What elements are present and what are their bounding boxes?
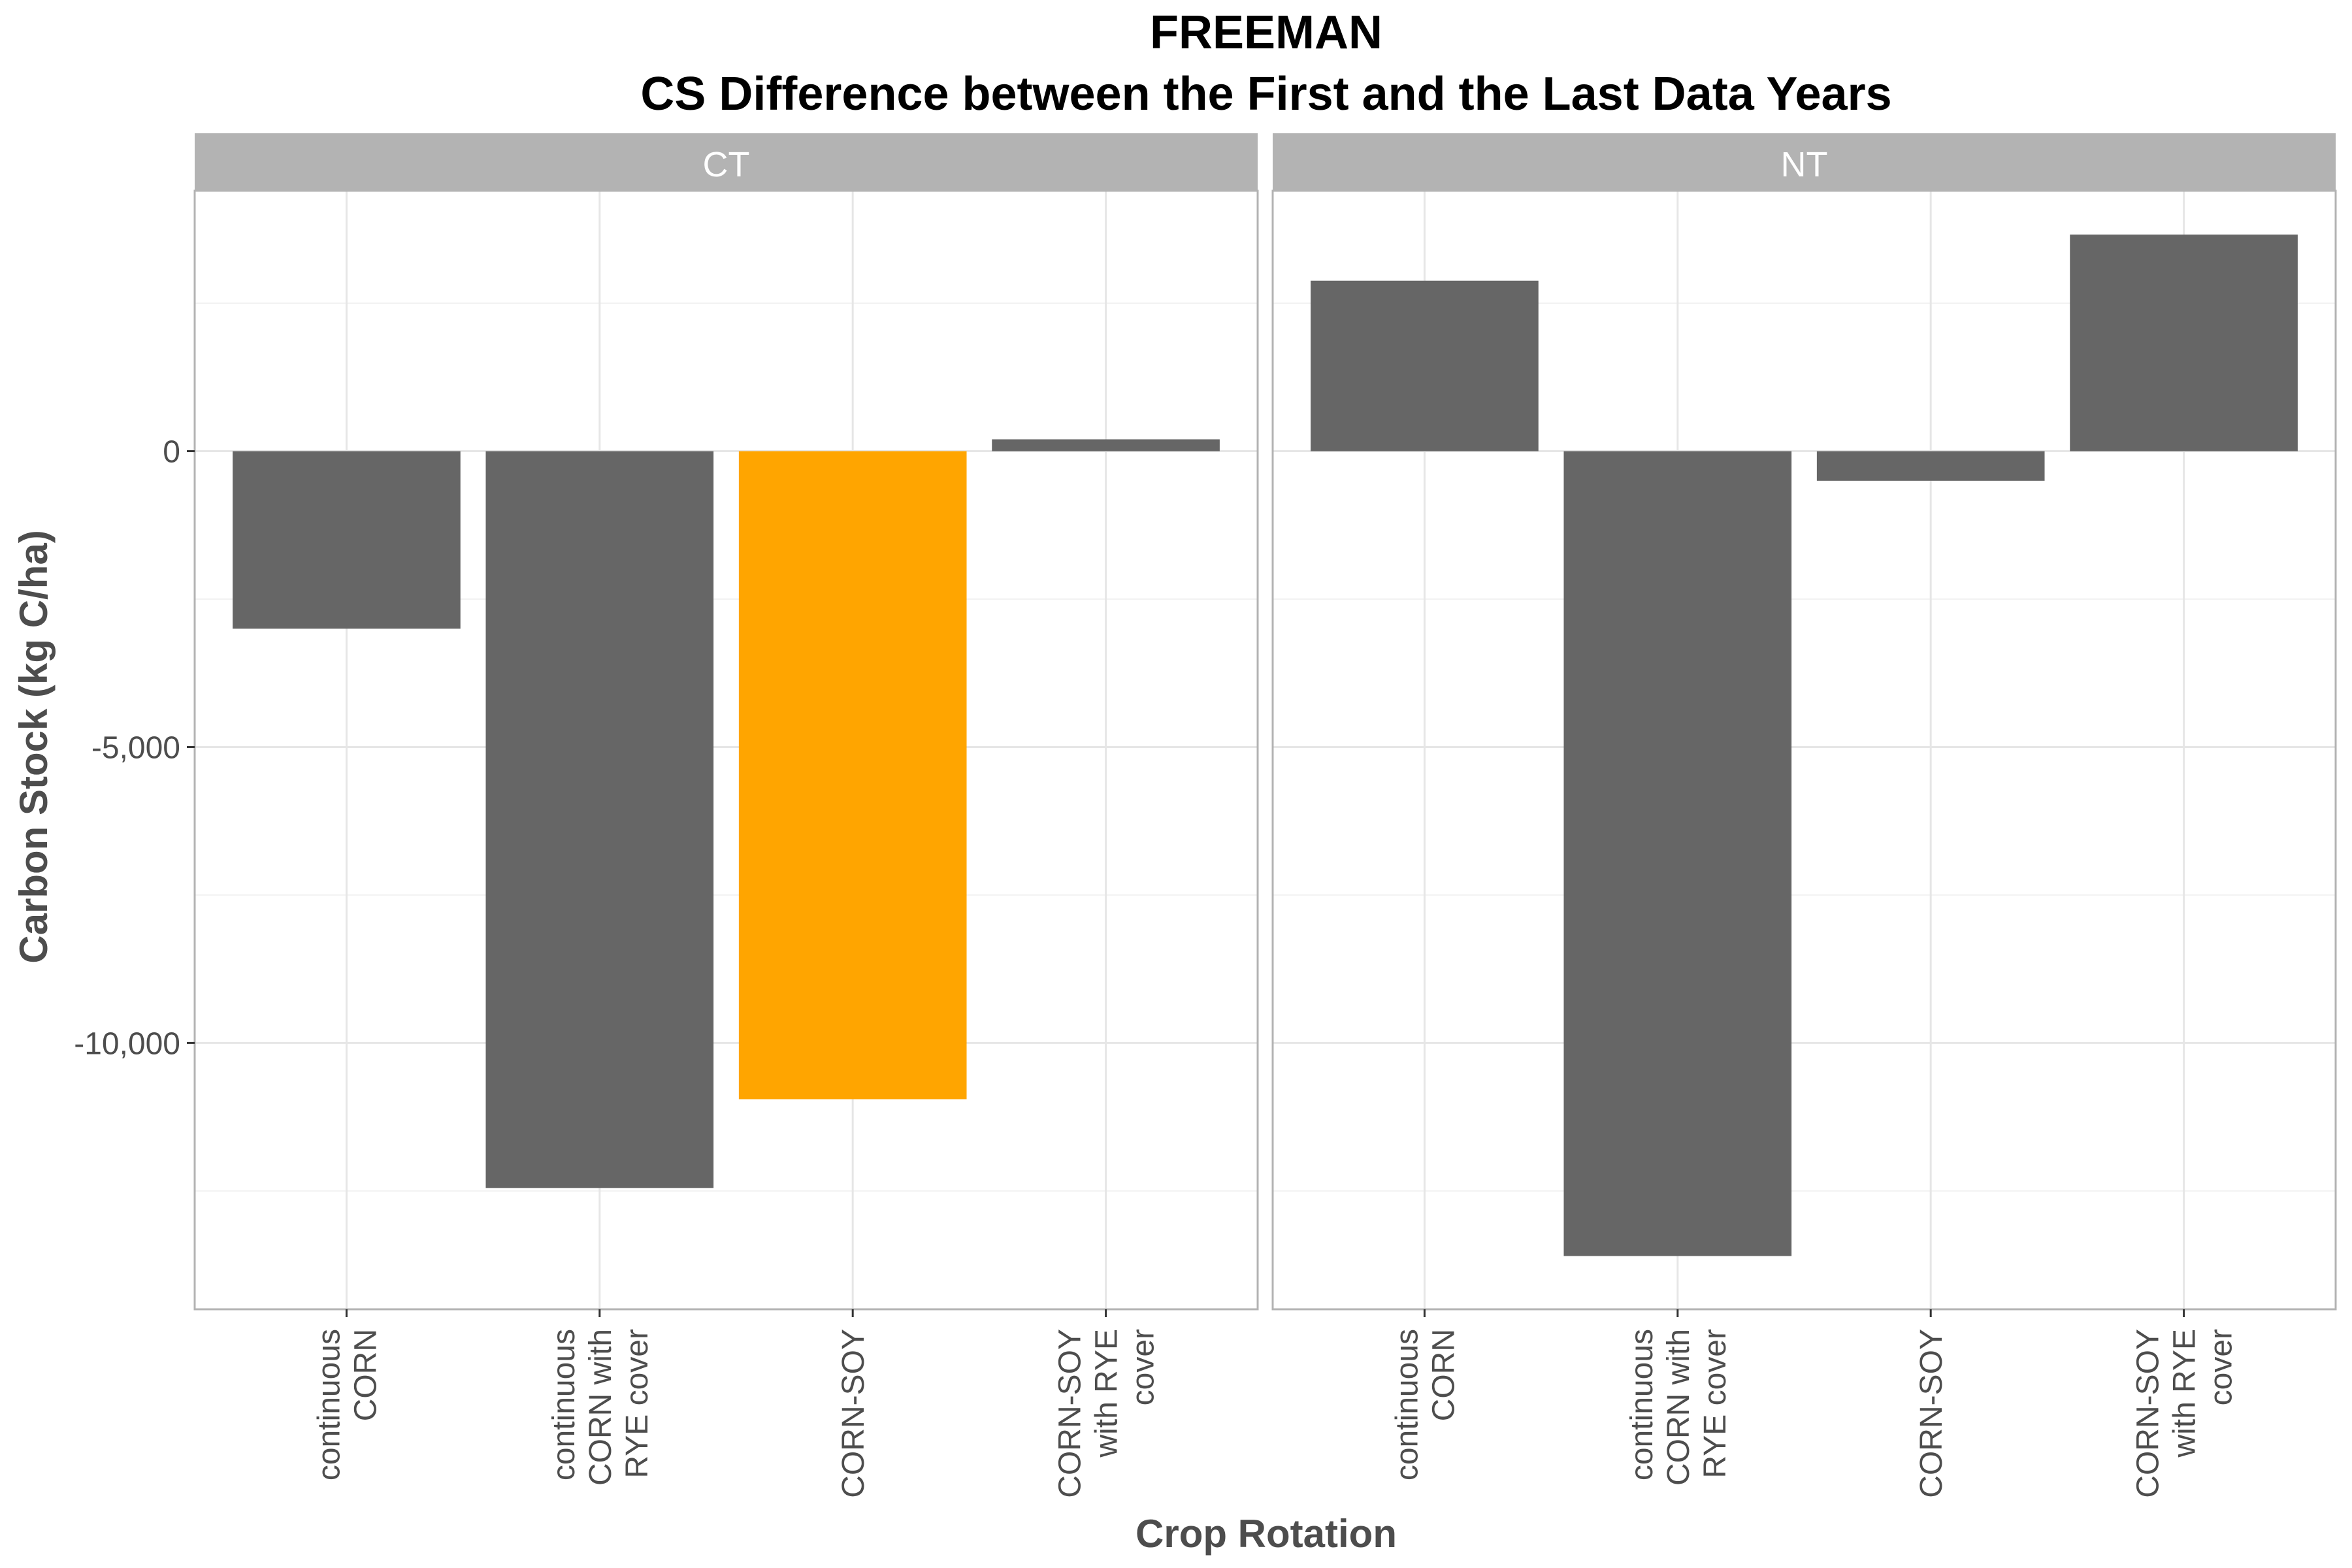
x-tick-label-line: CORN-SOY xyxy=(1053,1329,1088,1498)
x-tick-label-line: with RYE xyxy=(1090,1329,1124,1458)
x-tick-label: continuousCORN xyxy=(312,1329,383,1480)
panel-border xyxy=(1271,189,2337,1311)
bar xyxy=(1816,451,2045,481)
bar xyxy=(738,451,967,1100)
x-tick-label: continuousCORN xyxy=(1390,1329,1461,1480)
facet-strip-label: CT xyxy=(703,145,750,184)
x-tick-label: CORN-SOY xyxy=(1914,1329,1949,1498)
bar xyxy=(233,451,461,629)
x-tick-label-line: continuous xyxy=(1625,1329,1659,1480)
x-tick-label-line: CORN-SOY xyxy=(2131,1329,2166,1498)
bar xyxy=(992,439,1220,451)
x-tick-label-line: CORN with xyxy=(583,1329,618,1486)
x-tick-label-line: cover xyxy=(1126,1329,1161,1405)
x-tick-label-line: CORN xyxy=(348,1329,383,1421)
x-tick-label-line: continuous xyxy=(547,1329,581,1480)
chart-title: FREEMAN xyxy=(1150,7,1382,59)
x-tick-label: CORN-SOYwith RYEcover xyxy=(1053,1329,1161,1498)
x-tick-label-line: CORN with xyxy=(1661,1329,1696,1486)
x-tick-label: CORN-SOY xyxy=(836,1329,871,1498)
y-tick-label: 0 xyxy=(163,435,180,470)
facet-strip xyxy=(1273,133,2336,191)
y-axis-title: Carbon Stock (kg C/ha) xyxy=(12,530,56,963)
bar xyxy=(1563,451,1792,1256)
x-tick-label-line: CORN xyxy=(1426,1329,1461,1421)
facet-strip-label: NT xyxy=(1781,145,1828,184)
x-tick-label-line: cover xyxy=(2204,1329,2239,1405)
x-tick-label-line: with RYE xyxy=(2168,1329,2202,1458)
x-tick-label-line: RYE cover xyxy=(1698,1329,1733,1478)
y-tick-label: -5,000 xyxy=(91,730,180,765)
x-tick-label-line: RYE cover xyxy=(620,1329,655,1478)
x-tick-label: CORN-SOYwith RYEcover xyxy=(2131,1329,2239,1498)
bar xyxy=(2070,235,2298,451)
facet-strip xyxy=(195,133,1258,191)
x-tick-label-line: CORN-SOY xyxy=(836,1329,871,1498)
y-tick-label: -10,000 xyxy=(74,1026,180,1061)
chart-subtitle: CS Difference between the First and the … xyxy=(640,68,1891,120)
x-tick-label-line: CORN-SOY xyxy=(1914,1329,1949,1498)
x-tick-label: continuousCORN withRYE cover xyxy=(547,1329,655,1486)
x-axis-title: Crop Rotation xyxy=(1135,1512,1397,1556)
x-tick-label-line: continuous xyxy=(312,1329,346,1480)
bar xyxy=(1311,280,1539,451)
bar xyxy=(485,451,714,1188)
x-tick-label-line: continuous xyxy=(1390,1329,1424,1480)
panel-border xyxy=(193,189,1259,1311)
x-tick-label: continuousCORN withRYE cover xyxy=(1625,1329,1733,1486)
